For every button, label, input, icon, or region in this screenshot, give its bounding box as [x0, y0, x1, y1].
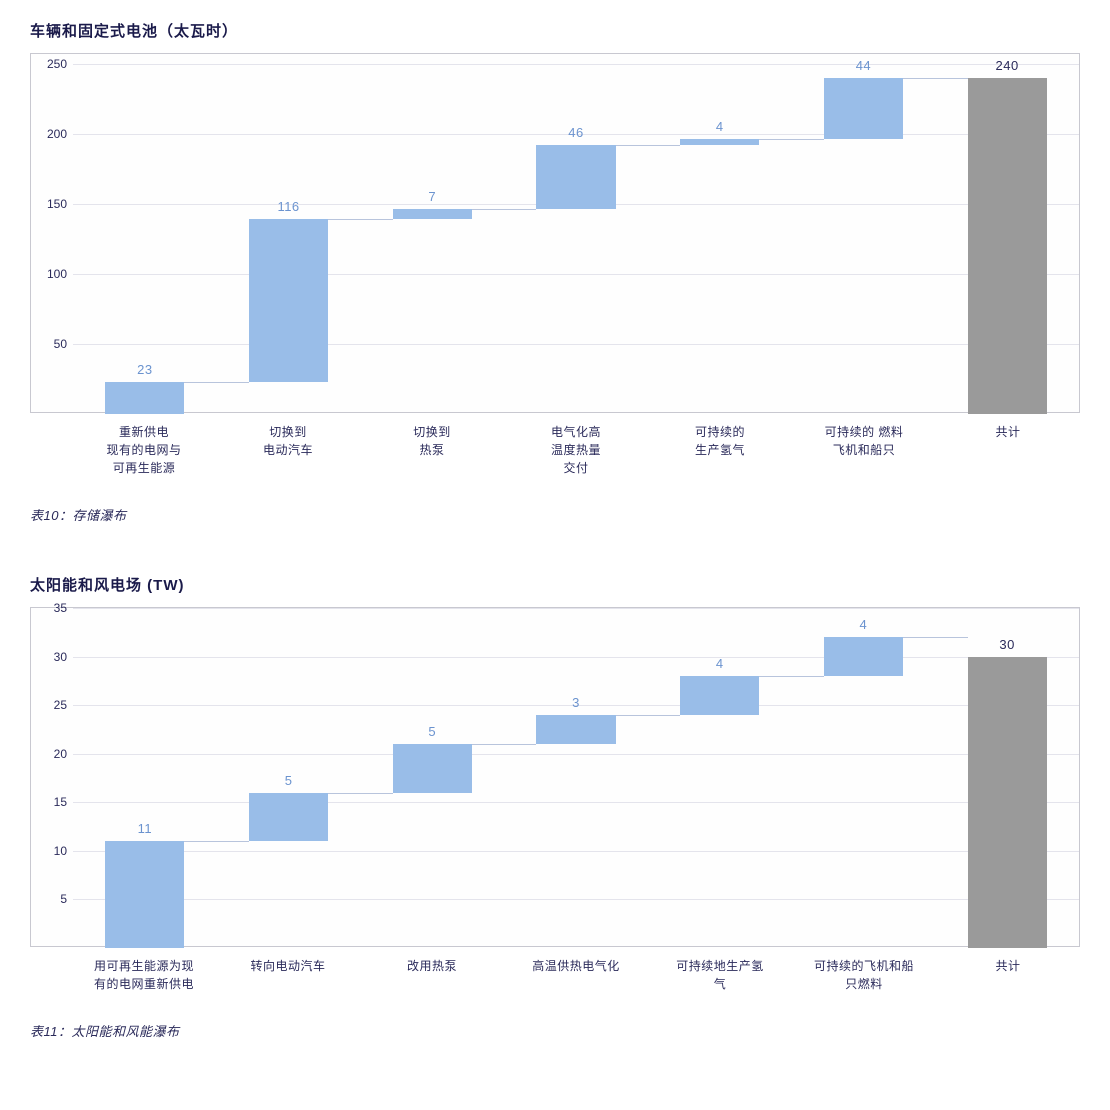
- bar-value-label: 4: [680, 656, 759, 671]
- x-axis-label: 可持续的 燃料飞机和船只: [792, 423, 936, 477]
- x-axis-label: 电气化高温度热量交付: [504, 423, 648, 477]
- x-axis-label: 高温供热电气化: [504, 957, 648, 993]
- bar-value-label: 44: [824, 58, 903, 73]
- waterfall-connector: [184, 841, 249, 842]
- waterfall-total-bar: 240: [968, 78, 1047, 414]
- waterfall-connector: [903, 78, 968, 79]
- x-axis-label: 可持续地生产氢气: [648, 957, 792, 993]
- waterfall-connector: [472, 209, 537, 210]
- x-axis-label: 切换到电动汽车: [216, 423, 360, 477]
- chart2-caption: 表11：太阳能和风能瀑布: [30, 1021, 1080, 1040]
- y-tick: 30: [54, 650, 67, 664]
- x-axis-label: 共计: [936, 957, 1080, 993]
- bar-value-label: 30: [968, 637, 1047, 652]
- waterfall-connector: [616, 145, 681, 146]
- y-tick: 100: [47, 267, 67, 281]
- waterfall-connector: [472, 744, 537, 745]
- bar-value-label: 4: [824, 617, 903, 632]
- waterfall-bar: 4: [824, 637, 903, 676]
- chart2-section: 太阳能和风电场 (TW) 5101520253035115534430 用可再生…: [30, 574, 1080, 1040]
- x-axis-label: 共计: [936, 423, 1080, 477]
- x-axis-label: 重新供电现有的电网与可再生能源: [72, 423, 216, 477]
- x-axis-label: 切换到热泵: [360, 423, 504, 477]
- y-tick: 25: [54, 698, 67, 712]
- waterfall-bar: 3: [536, 715, 615, 744]
- x-axis-label: 用可再生能源为现有的电网重新供电: [72, 957, 216, 993]
- bar-value-label: 11: [105, 821, 184, 836]
- chart1-plot-box: 5010015020025023116746444240: [30, 53, 1080, 413]
- bar-value-label: 7: [393, 189, 472, 204]
- y-tick: 20: [54, 747, 67, 761]
- waterfall-bar: 4: [680, 139, 759, 145]
- chart2-plot-box: 5101520253035115534430: [30, 607, 1080, 947]
- y-tick: 10: [54, 844, 67, 858]
- y-tick: 150: [47, 197, 67, 211]
- bar-value-label: 5: [249, 773, 328, 788]
- waterfall-connector: [328, 219, 393, 220]
- bar-value-label: 46: [536, 125, 615, 140]
- waterfall-bar: 11: [105, 841, 184, 948]
- waterfall-connector: [616, 715, 681, 716]
- waterfall-connector: [328, 793, 393, 794]
- waterfall-bar: 4: [680, 676, 759, 715]
- y-tick: 250: [47, 57, 67, 71]
- chart2-title: 太阳能和风电场 (TW): [30, 574, 1080, 595]
- chart1-section: 车辆和固定式电池（太瓦时） 50100150200250231167464442…: [30, 20, 1080, 524]
- waterfall-connector: [759, 139, 824, 140]
- waterfall-bar: 7: [393, 209, 472, 219]
- x-axis-label: 转向电动汽车: [216, 957, 360, 993]
- chart2-x-labels: 用可再生能源为现有的电网重新供电转向电动汽车改用热泵高温供热电气化可持续地生产氢…: [72, 957, 1080, 993]
- x-axis-label: 可持续的飞机和船只燃料: [792, 957, 936, 993]
- waterfall-total-bar: 30: [968, 657, 1047, 948]
- bar-value-label: 4: [680, 119, 759, 134]
- chart1-title: 车辆和固定式电池（太瓦时）: [30, 20, 1080, 41]
- bar-value-label: 23: [105, 362, 184, 377]
- x-axis-label: 改用热泵: [360, 957, 504, 993]
- waterfall-bar: 23: [105, 382, 184, 414]
- y-tick: 200: [47, 127, 67, 141]
- waterfall-bar: 44: [824, 78, 903, 140]
- waterfall-connector: [184, 382, 249, 383]
- x-axis-label: 可持续的生产氢气: [648, 423, 792, 477]
- bar-value-label: 116: [249, 199, 328, 214]
- bar-value-label: 5: [393, 724, 472, 739]
- waterfall-connector: [903, 637, 968, 638]
- y-tick: 5: [60, 892, 67, 906]
- y-tick: 35: [54, 601, 67, 615]
- waterfall-bar: 5: [249, 793, 328, 842]
- chart1-x-labels: 重新供电现有的电网与可再生能源切换到电动汽车切换到热泵电气化高温度热量交付可持续…: [72, 423, 1080, 477]
- waterfall-bar: 46: [536, 145, 615, 209]
- bar-value-label: 240: [968, 58, 1047, 73]
- y-tick: 50: [54, 337, 67, 351]
- chart1-caption: 表10：存储瀑布: [30, 505, 1080, 524]
- bar-value-label: 3: [536, 695, 615, 710]
- waterfall-bar: 116: [249, 219, 328, 381]
- y-tick: 15: [54, 795, 67, 809]
- waterfall-connector: [759, 676, 824, 677]
- waterfall-bar: 5: [393, 744, 472, 793]
